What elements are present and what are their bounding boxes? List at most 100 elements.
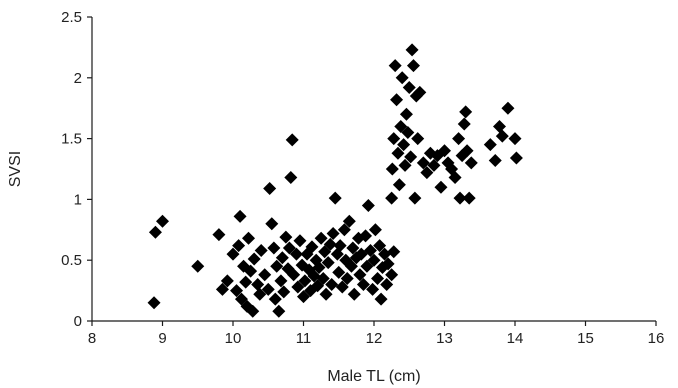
data-point xyxy=(361,198,375,212)
y-axis-label: SVSI xyxy=(7,151,24,187)
x-axis-label: Male TL (cm) xyxy=(327,368,420,385)
data-point xyxy=(274,274,288,288)
y-tick-label: 2 xyxy=(74,70,82,87)
data-point xyxy=(381,257,395,271)
data-point xyxy=(254,243,268,257)
data-point xyxy=(374,292,388,306)
data-point xyxy=(395,71,409,85)
data-point xyxy=(212,228,226,242)
y-tick-label: 0 xyxy=(74,313,82,330)
data-point xyxy=(411,132,425,146)
data-point xyxy=(316,271,330,285)
data-point xyxy=(363,243,377,257)
data-point xyxy=(359,229,373,243)
data-point xyxy=(244,264,258,278)
data-point xyxy=(232,239,246,253)
data-point xyxy=(242,231,256,245)
x-tick-label: 10 xyxy=(225,330,242,347)
data-point xyxy=(326,226,340,240)
data-point xyxy=(398,158,412,172)
data-point xyxy=(392,178,406,192)
data-point xyxy=(509,151,523,165)
y-axis: 0 0.5 1 1.5 2 2.5 xyxy=(61,9,93,330)
data-point xyxy=(291,280,305,294)
data-point xyxy=(438,144,451,158)
x-axis: 8 9 10 11 12 13 14 15 16 xyxy=(88,320,664,347)
data-point xyxy=(406,59,420,73)
data-point xyxy=(405,43,419,57)
data-point xyxy=(148,225,162,239)
y-tick-label: 0.5 xyxy=(61,252,82,269)
data-point xyxy=(399,107,413,121)
data-point xyxy=(420,166,434,180)
data-point xyxy=(368,223,382,237)
data-point xyxy=(462,191,476,205)
data-point xyxy=(366,282,380,296)
data-point xyxy=(397,138,411,152)
data-point xyxy=(251,278,265,292)
data-point xyxy=(402,81,416,95)
data-point xyxy=(508,132,522,146)
data-point xyxy=(453,191,467,205)
data-point xyxy=(253,287,267,301)
data-point xyxy=(258,268,272,282)
data-point xyxy=(239,275,253,289)
data-point xyxy=(191,259,205,273)
data-point xyxy=(328,191,342,205)
data-point xyxy=(335,280,349,294)
data-point xyxy=(360,259,374,273)
data-point xyxy=(312,260,326,274)
data-point xyxy=(373,239,387,253)
data-point xyxy=(353,268,367,282)
data-point xyxy=(340,271,354,285)
data-point xyxy=(488,153,502,167)
x-tick-label: 14 xyxy=(507,330,524,347)
data-point xyxy=(427,158,441,172)
data-point xyxy=(332,265,346,279)
y-tick-label: 1 xyxy=(74,191,82,208)
data-point xyxy=(261,282,275,296)
data-point xyxy=(321,256,335,270)
x-tick-label: 13 xyxy=(436,330,453,347)
data-point xyxy=(305,240,319,254)
data-point xyxy=(346,241,360,255)
data-point xyxy=(284,171,298,185)
data-point xyxy=(230,284,244,298)
data-point xyxy=(459,105,473,119)
data-point xyxy=(342,214,356,228)
data-point xyxy=(265,217,279,231)
data-point xyxy=(325,278,339,292)
y-tick-label: 2.5 xyxy=(61,9,82,26)
data-point xyxy=(448,171,462,185)
data-point xyxy=(378,247,392,261)
data-point xyxy=(367,253,381,267)
data-point xyxy=(287,268,301,282)
data-point xyxy=(387,132,401,146)
data-point xyxy=(495,129,509,143)
data-point xyxy=(298,274,312,288)
data-point xyxy=(492,119,506,133)
data-point xyxy=(275,251,289,265)
data-point xyxy=(413,85,427,99)
x-tick-label: 12 xyxy=(366,330,383,347)
data-point xyxy=(297,290,310,304)
data-point xyxy=(220,274,234,288)
data-point xyxy=(347,287,361,301)
data-point xyxy=(268,292,282,306)
data-point xyxy=(416,156,430,170)
data-point xyxy=(371,271,385,285)
data-point xyxy=(401,126,415,140)
data-point xyxy=(452,132,466,146)
data-point xyxy=(333,239,347,253)
data-point xyxy=(147,296,161,310)
data-point xyxy=(247,252,261,266)
data-point xyxy=(460,144,474,158)
data-point xyxy=(388,59,402,73)
data-point xyxy=(289,247,303,261)
data-point xyxy=(394,119,408,133)
data-point xyxy=(385,191,399,205)
data-point xyxy=(404,150,418,164)
data-point xyxy=(272,304,286,318)
data-point xyxy=(344,259,358,273)
